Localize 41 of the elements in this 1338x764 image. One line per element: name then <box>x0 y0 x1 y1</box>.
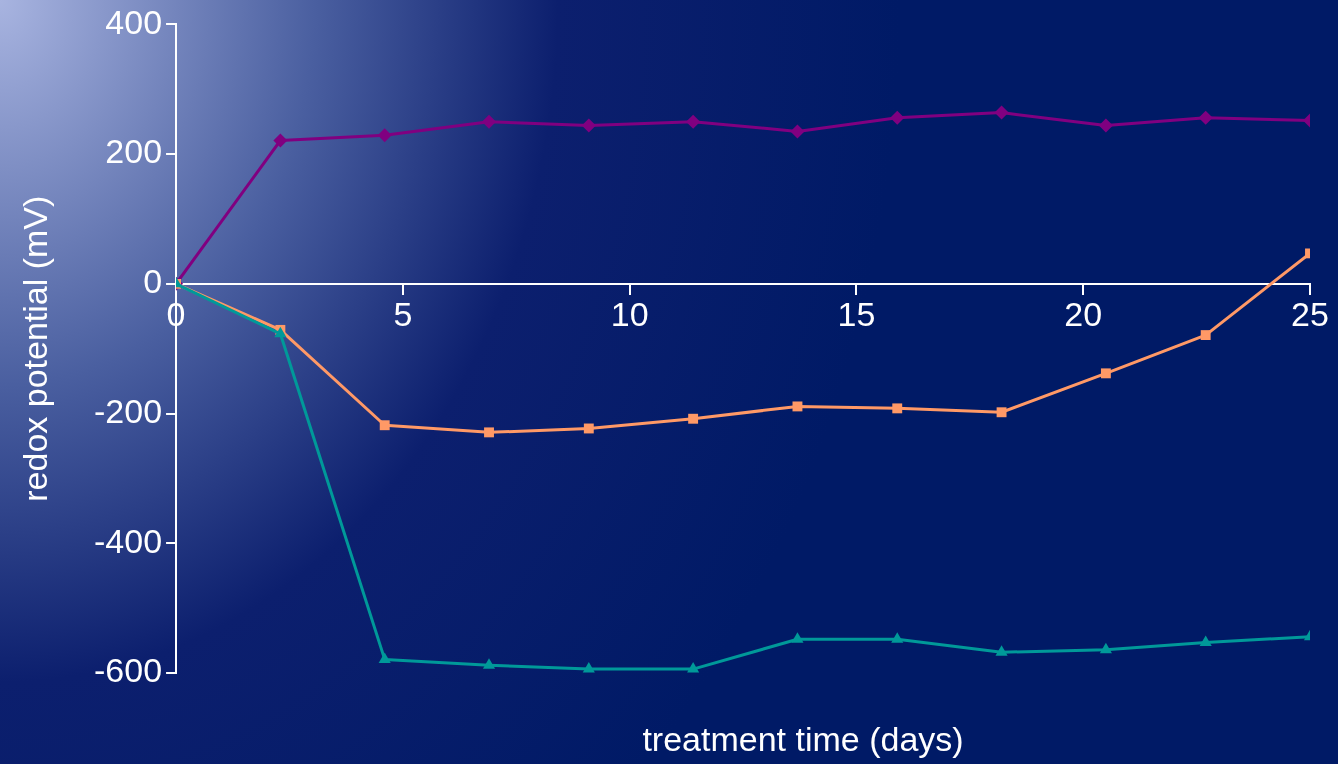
x-tick-label: 10 <box>610 294 649 333</box>
point <box>484 427 494 438</box>
y-tick-label: -400 <box>93 521 163 560</box>
point <box>995 645 1008 656</box>
point <box>1199 635 1212 647</box>
point <box>1099 642 1112 654</box>
point <box>581 118 596 133</box>
point <box>1100 368 1111 379</box>
x-tick-label: 5 <box>393 294 413 333</box>
y-tick-label: -600 <box>93 651 163 690</box>
point <box>582 662 595 673</box>
point <box>686 114 701 129</box>
point <box>1198 110 1213 125</box>
point <box>687 662 700 673</box>
x-tick-label: 20 <box>1064 294 1103 333</box>
x-tick-label: 25 <box>1291 294 1329 333</box>
point <box>688 413 699 424</box>
point <box>1098 118 1113 133</box>
point <box>892 403 903 414</box>
y-tick-label: 200 <box>105 132 163 171</box>
point <box>377 128 392 143</box>
point <box>379 420 390 431</box>
point <box>792 401 803 412</box>
point <box>482 114 497 129</box>
point <box>273 133 288 148</box>
x-axis-title: treatment time (days) <box>642 720 964 759</box>
y-tick-label: 0 <box>143 262 163 301</box>
point <box>1200 330 1211 341</box>
y-tick-label: -200 <box>93 391 163 430</box>
y-tick-label: 400 <box>105 2 163 41</box>
point <box>994 105 1009 120</box>
x-tick-label: 15 <box>837 294 876 333</box>
point <box>482 658 496 669</box>
point <box>891 632 904 643</box>
point <box>583 423 594 434</box>
point <box>890 110 905 125</box>
y-axis-title: redox potential (mV) <box>16 195 55 502</box>
point <box>378 652 391 663</box>
point <box>996 407 1007 418</box>
point <box>790 124 805 139</box>
point <box>791 632 804 643</box>
